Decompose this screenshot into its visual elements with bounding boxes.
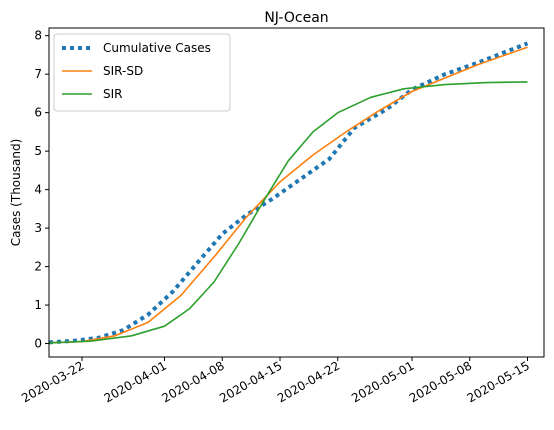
y-tick-label: 4 (34, 183, 42, 197)
y-tick-label: 3 (34, 221, 42, 235)
series-line-sir-sd (48, 46, 528, 344)
x-tick-label: 2020-04-01 (102, 358, 169, 405)
legend-label: Cumulative Cases (103, 41, 211, 55)
y-tick-label: 0 (34, 337, 42, 351)
x-tick-label: 2020-05-08 (407, 358, 474, 405)
x-tick-label: 2020-04-15 (217, 358, 284, 405)
legend: Cumulative Cases SIR-SD SIR (53, 33, 231, 112)
x-tick-label: 2020-03-22 (19, 358, 86, 405)
x-tick-label: 2020-04-08 (159, 358, 226, 405)
x-tick-label: 2020-05-15 (465, 358, 532, 405)
y-tick-label: 8 (34, 29, 42, 43)
legend-box (53, 33, 231, 112)
y-tick-label: 5 (34, 144, 42, 158)
plot-frame (48, 27, 545, 358)
y-axis-label: Cases (Thousand) (9, 139, 23, 247)
y-tick-label: 2 (34, 260, 42, 274)
x-axis: 2020-03-22 2020-04-012020-04-082020-04-15… (19, 357, 532, 405)
series-lines (48, 41, 529, 345)
y-tick-label: 6 (34, 106, 42, 120)
y-tick-label: 1 (34, 298, 42, 312)
legend-label: SIR-SD (103, 64, 143, 78)
x-tick-label: 2020-05-01 (349, 358, 416, 405)
legend-label: SIR (103, 87, 123, 101)
y-axis: 0 1 2 3 4 5 6 7 8 (34, 29, 49, 351)
y-tick-label: 7 (34, 67, 42, 81)
series-line-sir (48, 81, 528, 344)
x-tick-label: 2020-04-22 (275, 358, 342, 405)
chart-title: NJ-Ocean (264, 10, 328, 26)
